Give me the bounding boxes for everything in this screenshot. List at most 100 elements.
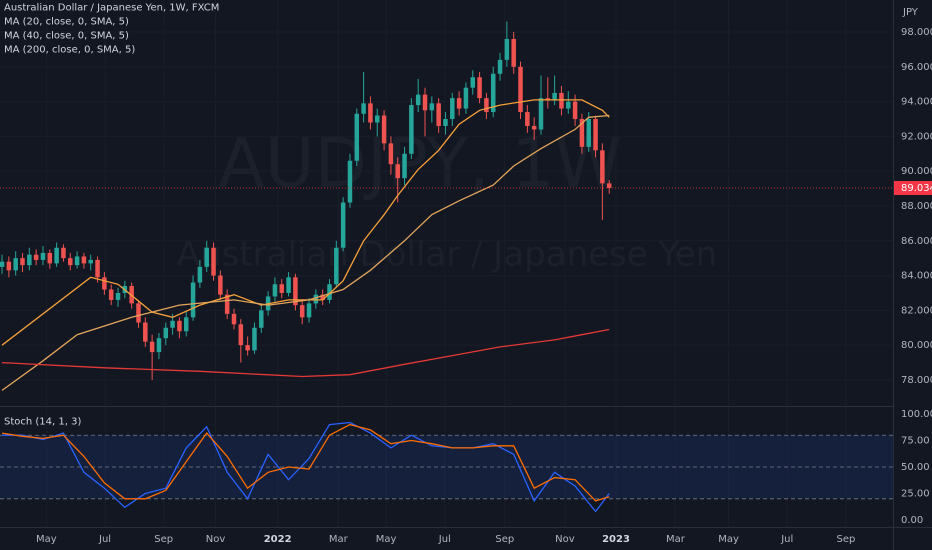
x-tick-label: Jul xyxy=(780,534,793,545)
candle-body xyxy=(293,277,298,306)
candle-body xyxy=(252,327,257,351)
line-series xyxy=(1,328,610,378)
candle-body xyxy=(525,112,530,126)
line-series xyxy=(1,423,610,502)
y-tick-label: 0.00 xyxy=(901,515,923,526)
x-tick-label: Mar xyxy=(666,534,686,545)
candle-body xyxy=(102,277,107,290)
candle-body xyxy=(572,101,578,119)
candle-body xyxy=(218,275,223,295)
y-tick-label: 98.000 xyxy=(901,27,932,38)
candle-body xyxy=(13,258,18,271)
x-tick-label: Jul xyxy=(98,534,111,545)
candle-body xyxy=(327,284,332,300)
candle-body xyxy=(477,77,482,99)
watermark-symbol: AUDJPY, 1W xyxy=(218,125,621,204)
candle-body xyxy=(368,103,373,123)
candle-body xyxy=(422,94,428,111)
candle-body xyxy=(361,103,366,114)
candle-body xyxy=(272,284,278,297)
y-tick-label: 82.000 xyxy=(901,305,932,316)
plot xyxy=(0,21,893,513)
y-tick-label: 84.000 xyxy=(901,271,932,282)
y-tick-label: 75.00 xyxy=(901,436,930,447)
candle-body xyxy=(238,324,244,346)
candle-body xyxy=(156,338,162,353)
x-tick-label: 2023 xyxy=(602,534,630,545)
candle-body xyxy=(436,103,441,126)
candle-body xyxy=(456,98,462,109)
candle-body xyxy=(347,160,353,203)
candle-body xyxy=(54,247,59,264)
candle-body xyxy=(381,115,387,144)
candle-body xyxy=(20,258,25,266)
candle-body xyxy=(504,38,510,60)
x-tick-label: Sep xyxy=(836,534,855,545)
candle-body xyxy=(6,261,12,271)
candle-body xyxy=(470,77,476,88)
candle-body xyxy=(170,320,175,328)
line-series xyxy=(1,99,610,346)
x-tick-label: Sep xyxy=(495,534,514,545)
candle-body xyxy=(74,256,80,266)
x-tick-label: Sep xyxy=(154,534,173,545)
candle-body xyxy=(177,320,182,332)
x-tick-label: 2022 xyxy=(264,534,292,545)
stoch-band xyxy=(0,434,893,500)
candle-body xyxy=(231,313,237,325)
candle-body xyxy=(593,118,598,151)
candle-body xyxy=(149,341,155,353)
candle-body xyxy=(518,66,523,113)
y-tick-label: 96.000 xyxy=(901,62,932,73)
x-tick-label: Mar xyxy=(329,534,349,545)
legend-entry: MA (200, close, 0, SMA, 5) xyxy=(4,44,135,55)
line-series xyxy=(1,114,610,391)
y-tick-label: 100.00 xyxy=(901,409,932,420)
y-tick-label: 88.000 xyxy=(901,201,932,212)
candle-body xyxy=(402,153,407,179)
candle-body xyxy=(429,103,435,111)
candle-body xyxy=(497,59,503,74)
candle-body xyxy=(245,345,250,351)
candle-body xyxy=(484,98,489,113)
x-tick-label: Nov xyxy=(555,534,575,545)
candle-body xyxy=(259,310,264,328)
y-tick-label: 92.000 xyxy=(901,131,932,142)
legend-entry: MA (40, close, 0, SMA, 5) xyxy=(4,30,129,41)
candle-body xyxy=(450,98,455,119)
y-tick-label: 86.000 xyxy=(901,236,932,247)
price-unit: JPY xyxy=(902,7,919,18)
candle-body xyxy=(204,247,209,267)
candle-body xyxy=(143,322,148,342)
candle-body xyxy=(211,247,216,276)
candle-body xyxy=(566,101,571,109)
candle-body xyxy=(340,202,346,248)
candle-body xyxy=(313,294,319,304)
x-tick-label: Jul xyxy=(438,534,451,545)
y-tick-label: 25.00 xyxy=(901,489,930,500)
axes: JPY May Jul Sep Nov 2022 Mar May Jul Sep Nov 2023 M… xyxy=(36,7,932,545)
x-tick-label: May xyxy=(376,534,397,545)
candle-body xyxy=(306,303,312,318)
last-price-label: 89.034 xyxy=(901,183,932,194)
candle-body xyxy=(511,38,516,67)
y-tick-label: 90.000 xyxy=(901,166,932,177)
candle-body xyxy=(409,105,414,154)
candle-body xyxy=(197,266,203,283)
candle-body xyxy=(68,258,73,266)
candle-body xyxy=(586,118,591,147)
candle-body xyxy=(579,118,585,147)
candle-body xyxy=(559,92,564,109)
candle-body xyxy=(463,87,469,109)
candle-body xyxy=(108,289,114,300)
candle-body xyxy=(606,183,612,188)
candle-body xyxy=(279,284,284,293)
candle-body xyxy=(47,252,53,264)
candle-body xyxy=(354,113,360,161)
candle-body xyxy=(388,143,394,165)
y-tick-label: 78.000 xyxy=(901,375,932,386)
candle-body xyxy=(40,252,46,260)
candle-body xyxy=(375,115,380,123)
candle-body xyxy=(136,303,141,323)
candle-body xyxy=(163,327,169,339)
